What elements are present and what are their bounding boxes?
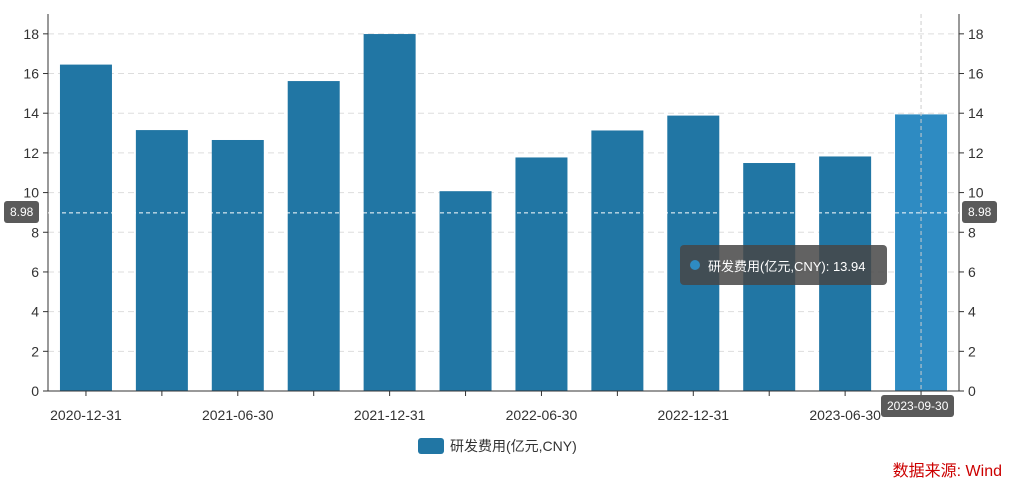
bar-2021-03-31 xyxy=(135,130,188,392)
crosshair-y-label-right: 8.98 xyxy=(962,201,998,223)
x-tick-label-2022-12-31: 2022-12-31 xyxy=(657,407,729,423)
chart-area: 0 2 4 6 8 10 12 14 16 18 0 2 4 6 8 10 12 14 16 18 2020-12-… xyxy=(23,14,984,423)
y-tick-label-right-10: 10 xyxy=(968,185,984,201)
tooltip-series-dot xyxy=(690,260,700,270)
y-tick-label-right-8: 8 xyxy=(968,224,976,240)
x-tick-label-2023-06-30: 2023-06-30 xyxy=(809,407,881,423)
grid-lines xyxy=(48,33,959,352)
y-tick-label-right-6: 6 xyxy=(968,264,976,280)
y-tick-label-right-14: 14 xyxy=(968,105,984,121)
y-tick-label-right-16: 16 xyxy=(968,66,984,82)
y-tick-label-left-0: 0 xyxy=(31,383,39,399)
bar-2022-06-30 xyxy=(515,157,568,391)
bar-2022-03-31 xyxy=(439,191,492,391)
axes xyxy=(47,14,960,392)
bar-2022-09-30 xyxy=(591,130,644,392)
x-tick-label-2022-06-30: 2022-06-30 xyxy=(506,407,578,423)
data-source: 数据来源: Wind xyxy=(892,463,1002,480)
crosshair-x-label: 2023-09-30 xyxy=(881,395,955,417)
x-tick-label-2021-12-31: 2021-12-31 xyxy=(354,407,426,423)
y-tick-label-left-16: 16 xyxy=(23,66,39,82)
y-tick-label-right-4: 4 xyxy=(968,304,976,320)
y-axis-right: 0 2 4 6 8 10 12 14 16 18 xyxy=(959,26,984,399)
x-axis: 2020-12-31 2021-06-30 2021-12-31 2022-06-30… xyxy=(50,391,922,423)
tooltip-text: 研发费用(亿元,CNY): 13.94 xyxy=(708,258,866,274)
x-tick-label-2020-12-31: 2020-12-31 xyxy=(50,407,122,423)
y-tick-label-left-4: 4 xyxy=(31,304,39,320)
y-tick-label-right-0: 0 xyxy=(968,383,976,399)
crosshair xyxy=(48,14,959,391)
bar-2020-12-31 xyxy=(59,64,112,392)
legend-label: 研发费用(亿元,CNY) xyxy=(450,438,577,454)
x-tick-label-2021-06-30: 2021-06-30 xyxy=(202,407,274,423)
y-tick-label-left-12: 12 xyxy=(23,145,39,161)
y-tick-label-left-6: 6 xyxy=(31,264,39,280)
y-tick-label-right-18: 18 xyxy=(968,26,984,42)
y-tick-label-left-18: 18 xyxy=(23,26,39,42)
legend[interactable]: 研发费用(亿元,CNY) xyxy=(418,436,577,456)
crosshair-y-label-left: 8.98 xyxy=(4,201,40,223)
y-tick-label-right-2: 2 xyxy=(968,343,976,359)
bars xyxy=(59,34,948,392)
bar-2021-09-30 xyxy=(287,81,340,391)
y-axis-left: 0 2 4 6 8 10 12 14 16 18 xyxy=(23,26,48,399)
legend-swatch xyxy=(418,438,444,454)
y-tick-label-right-12: 12 xyxy=(968,145,984,161)
tooltip: 研发费用(亿元,CNY): 13.94 xyxy=(680,245,887,285)
y-tick-label-left-2: 2 xyxy=(31,343,39,359)
y-tick-label-left-14: 14 xyxy=(23,105,39,121)
y-tick-label-left-8: 8 xyxy=(31,224,39,240)
bar-2021-06-30 xyxy=(211,139,264,391)
y-tick-label-left-10: 10 xyxy=(23,185,39,201)
